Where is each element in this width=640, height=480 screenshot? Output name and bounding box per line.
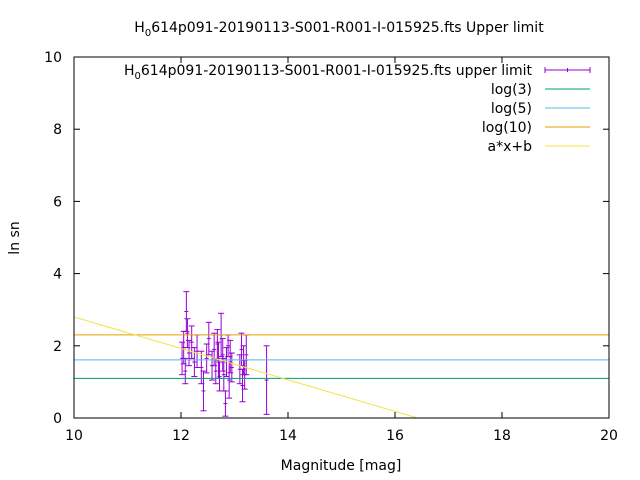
y-axis-label: ln sn: [7, 221, 23, 254]
y-tick-label: 4: [53, 267, 62, 283]
data-point: [186, 339, 193, 367]
legend-label: log(10): [482, 120, 532, 136]
data-point: [191, 347, 198, 377]
y-tick-label: 10: [44, 50, 62, 66]
x-tick-label: 16: [386, 428, 404, 444]
x-axis-label: Magnitude [mag]: [281, 458, 402, 474]
data-point: [205, 321, 212, 356]
plot-area: [74, 291, 609, 418]
legend: H0614p091-20190113-S001-R001-I-015925.ft…: [124, 63, 591, 155]
y-tick-label: 6: [53, 194, 62, 210]
data-point: [216, 361, 223, 392]
data-point: [183, 291, 190, 332]
chart-title: H0614p091-20190113-S001-R001-I-015925.ft…: [134, 20, 544, 39]
x-tick-label: 12: [172, 428, 190, 444]
data-point: [182, 357, 189, 385]
fit-line: [74, 316, 420, 418]
y-tick-label: 0: [53, 411, 62, 427]
plot-series: [74, 291, 609, 418]
x-tick-label: 10: [65, 428, 83, 444]
y-tick-label: 2: [53, 339, 62, 355]
x-tick-label: 20: [600, 428, 618, 444]
data-point: [188, 325, 195, 359]
x-tick-label: 18: [493, 428, 511, 444]
data-point: [263, 345, 270, 415]
errorbar-series: [179, 291, 270, 417]
data-point: [222, 390, 229, 417]
legend-label: a*x+b: [488, 139, 533, 155]
data-point: [198, 350, 205, 385]
axes: 10 12 14 16 18 20 0 2 4 6 8 10: [44, 50, 618, 444]
legend-label: log(3): [491, 82, 532, 98]
x-tick-label: 14: [279, 428, 297, 444]
data-point: [219, 338, 226, 372]
y-tick-label: 8: [53, 122, 62, 138]
plot-frame: [73, 56, 610, 419]
data-point: [228, 352, 235, 383]
data-point: [200, 370, 207, 412]
legend-label: log(5): [491, 101, 532, 117]
legend-label: H0614p091-20190113-S001-R001-I-015925.ft…: [124, 63, 533, 82]
